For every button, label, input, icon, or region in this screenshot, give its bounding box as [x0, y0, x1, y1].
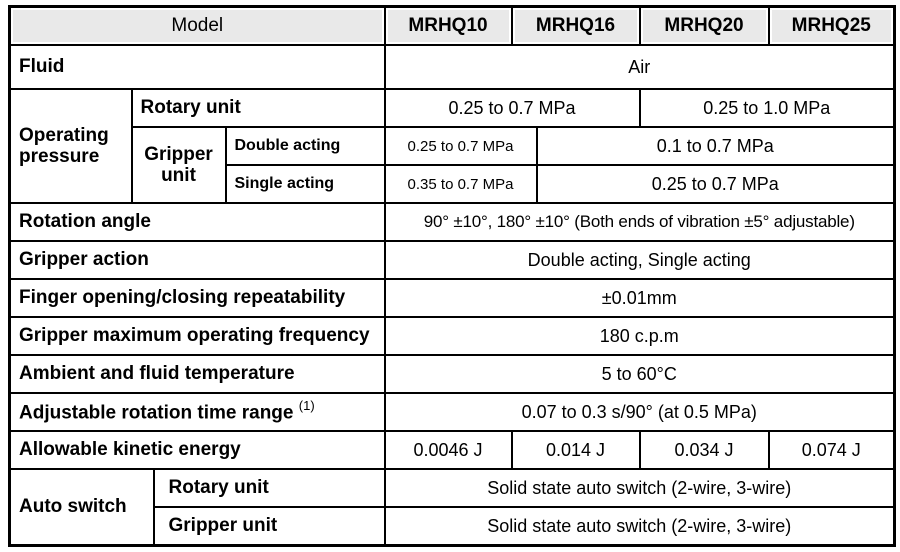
- model-header-label: Model: [13, 10, 382, 42]
- fluid-label: Fluid: [8, 44, 386, 90]
- double-acting-value-mrhq16-25: 0.1 to 0.7 MPa: [535, 126, 896, 166]
- column-header-mrhq16-label: MRHQ16: [514, 10, 637, 42]
- rotation-angle-label: Rotation angle: [8, 202, 386, 242]
- double-acting-value-mrhq10: 0.25 to 0.7 MPa: [383, 126, 538, 166]
- adjustable-rotation-time-label-text: Adjustable rotation time range: [19, 402, 294, 424]
- allowable-kinetic-energy-row: Allowable kinetic energy 0.0046 J 0.014 …: [8, 430, 896, 470]
- auto-switch-rotary-row: Auto switch Rotary unit Solid state auto…: [8, 468, 896, 547]
- kinetic-energy-mrhq25: 0.074 J: [767, 430, 896, 470]
- column-header-mrhq20-label: MRHQ20: [642, 10, 766, 42]
- auto-switch-rotary-value: Solid state auto switch (2-wire, 3-wire): [383, 468, 896, 508]
- operating-pressure-rotary-row: Operating pressure Rotary unit 0.25 to 0…: [8, 88, 896, 204]
- column-header-mrhq10-label: MRHQ10: [387, 10, 509, 42]
- operating-pressure-double-acting-row: Gripper unit Double acting 0.25 to 0.7 M…: [10, 126, 896, 204]
- single-acting-label: Single acting: [224, 164, 386, 204]
- auto-switch-gripper-value: Solid state auto switch (2-wire, 3-wire): [383, 506, 896, 547]
- adjustable-rotation-time-value: 0.07 to 0.3 s/90° (at 0.5 MPa): [383, 392, 896, 432]
- gripper-max-frequency-value: 180 c.p.m: [383, 316, 896, 356]
- column-header-mrhq16: MRHQ16: [510, 5, 641, 46]
- kinetic-energy-mrhq16: 0.014 J: [510, 430, 641, 470]
- adjustable-rotation-time-row: Adjustable rotation time range (1) 0.07 …: [8, 392, 896, 432]
- gripper-action-value: Double acting, Single acting: [383, 240, 896, 280]
- gripper-action-row: Gripper action Double acting, Single act…: [8, 240, 896, 280]
- auto-switch-gripper-row: Gripper unit Solid state auto switch (2-…: [10, 506, 896, 547]
- column-header-mrhq10: MRHQ10: [383, 5, 513, 46]
- finger-repeatability-value: ±0.01mm: [383, 278, 896, 318]
- operating-pressure-label: Operating pressure: [8, 88, 133, 204]
- rotation-angle-row: Rotation angle 90° ±10°, 180° ±10° (Both…: [8, 202, 896, 242]
- kinetic-energy-mrhq20: 0.034 J: [638, 430, 770, 470]
- finger-repeatability-row: Finger opening/closing repeatability ±0.…: [8, 278, 896, 318]
- fluid-value: Air: [383, 44, 896, 90]
- auto-switch-gripper-label: Gripper unit: [152, 506, 386, 547]
- gripper-unit-label: Gripper unit: [130, 126, 227, 204]
- allowable-kinetic-energy-label: Allowable kinetic energy: [8, 430, 386, 470]
- auto-switch-label: Auto switch: [8, 468, 155, 547]
- ambient-fluid-temperature-row: Ambient and fluid temperature 5 to 60°C: [8, 354, 896, 394]
- gripper-max-frequency-label: Gripper maximum operating frequency: [8, 316, 386, 356]
- rotary-unit-value-mrhq10-16: 0.25 to 0.7 MPa: [383, 88, 641, 128]
- single-acting-value-mrhq10: 0.35 to 0.7 MPa: [383, 164, 538, 204]
- single-acting-value-mrhq16-25: 0.25 to 0.7 MPa: [535, 164, 896, 204]
- rotary-unit-value-mrhq20-25: 0.25 to 1.0 MPa: [638, 88, 896, 128]
- rotary-unit-label: Rotary unit: [130, 88, 386, 128]
- model-header-cell: Model: [8, 5, 386, 46]
- column-header-mrhq25-label: MRHQ25: [771, 10, 891, 42]
- ambient-fluid-temperature-value: 5 to 60°C: [383, 354, 896, 394]
- fluid-row: Fluid Air: [8, 44, 896, 90]
- auto-switch-rotary-label: Rotary unit: [152, 468, 386, 508]
- kinetic-energy-mrhq10: 0.0046 J: [383, 430, 513, 470]
- adjustable-rotation-time-label: Adjustable rotation time range (1): [8, 392, 386, 432]
- operating-pressure-single-acting-row: Single acting 0.35 to 0.7 MPa 0.25 to 0.…: [10, 164, 896, 204]
- note-1-marker: (1): [298, 398, 315, 414]
- column-header-mrhq25: MRHQ25: [767, 5, 896, 46]
- rotation-angle-value: 90° ±10°, 180° ±10° (Both ends of vibrat…: [383, 202, 896, 242]
- gripper-action-label: Gripper action: [8, 240, 386, 280]
- finger-repeatability-label: Finger opening/closing repeatability: [8, 278, 386, 318]
- spec-table: Model MRHQ10 MRHQ16 MRHQ20 MRHQ25 Fluid …: [8, 5, 896, 547]
- header-row: Model MRHQ10 MRHQ16 MRHQ20 MRHQ25: [8, 5, 896, 46]
- double-acting-label: Double acting: [224, 126, 386, 166]
- column-header-mrhq20: MRHQ20: [638, 5, 770, 46]
- gripper-max-frequency-row: Gripper maximum operating frequency 180 …: [8, 316, 896, 356]
- ambient-fluid-temperature-label: Ambient and fluid temperature: [8, 354, 386, 394]
